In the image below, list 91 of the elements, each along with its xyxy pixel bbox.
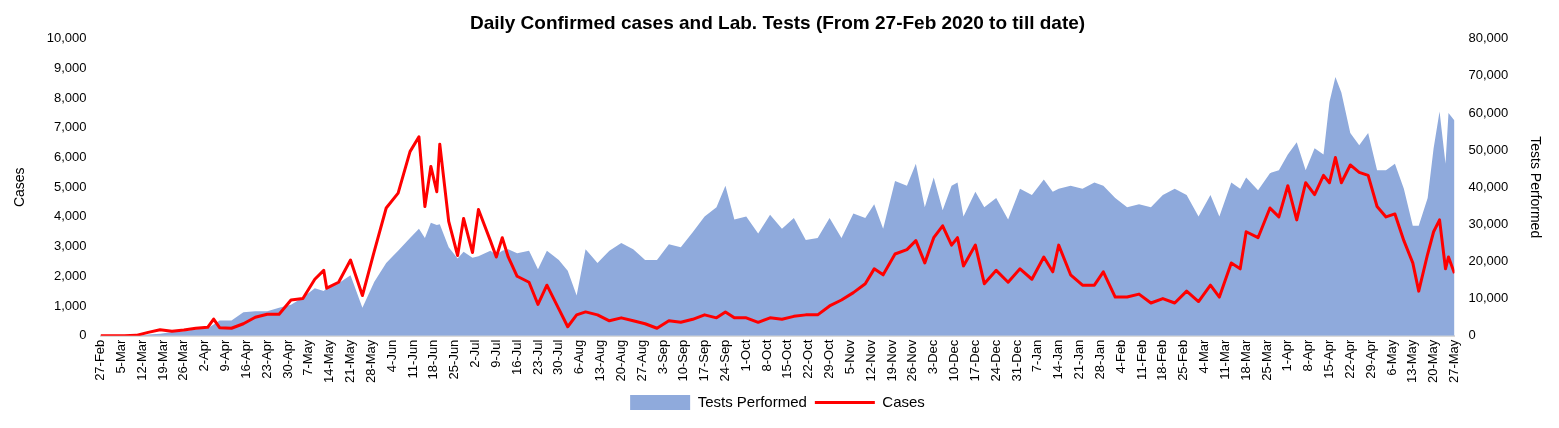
y2-axis-title: Tests Performed: [1527, 136, 1544, 239]
x-tick-label: 24-Dec: [987, 339, 1003, 382]
y2-tick-label: 40,000: [1468, 178, 1509, 194]
x-tick-label: 28-Jan: [1091, 339, 1107, 380]
x-tick-label: 21-Jan: [1071, 339, 1087, 380]
x-tick-label: 2-Apr: [196, 338, 212, 372]
x-tick-label: 9-Jul: [487, 339, 503, 368]
x-tick-label: 27-Aug: [633, 339, 649, 382]
y2-tick-label: 30,000: [1468, 215, 1509, 231]
x-tick-label: 10-Sep: [675, 339, 691, 382]
x-tick-label: 27-Feb: [92, 339, 108, 381]
x-tick-label: 2-Jul: [467, 339, 483, 368]
x-tick-label: 28-May: [362, 339, 378, 384]
x-tick-label: 27-May: [1446, 339, 1462, 384]
y2-tick-label: 20,000: [1468, 253, 1509, 269]
x-tick-label: 1-Apr: [1279, 338, 1295, 372]
y-axis-title: Cases: [11, 167, 28, 208]
y-tick-label: 4,000: [54, 208, 87, 224]
y-tick-label: 5,000: [54, 178, 87, 194]
y2-tick-label: 50,000: [1468, 141, 1509, 157]
y-tick-label: 0: [79, 327, 87, 343]
x-tick-label: 4-Jun: [383, 339, 399, 373]
x-tick-label: 25-Jun: [446, 339, 462, 380]
x-tick-label: 3-Dec: [925, 339, 941, 375]
x-tick-label: 8-Apr: [1300, 338, 1316, 372]
x-tick-label: 29-Apr: [1362, 338, 1378, 379]
y2-tick-label: 80,000: [1468, 30, 1509, 46]
x-tick-label: 19-Nov: [883, 339, 899, 382]
y-tick-label: 10,000: [46, 30, 87, 46]
x-tick-label: 10-Dec: [946, 339, 962, 382]
x-tick-label: 9-Apr: [217, 338, 233, 372]
y2-tick-label: 0: [1468, 327, 1476, 343]
x-tick-label: 25-Feb: [1175, 339, 1191, 381]
x-tick-label: 20-Aug: [612, 339, 628, 382]
x-tick-label: 3-Sep: [654, 339, 670, 375]
x-tick-label: 6-Aug: [571, 339, 587, 375]
x-tick-label: 30-Jul: [550, 339, 566, 376]
y2-tick-label: 70,000: [1468, 67, 1509, 83]
x-tick-label: 31-Dec: [1008, 339, 1024, 382]
x-tick-label: 18-Feb: [1154, 339, 1170, 381]
legend-label: Cases: [882, 392, 925, 410]
y-tick-label: 9,000: [54, 60, 87, 76]
x-tick-label: 25-Mar: [1258, 338, 1274, 381]
x-tick-label: 24-Sep: [717, 339, 733, 382]
x-tick-label: 23-Jul: [529, 339, 545, 376]
x-tick-label: 17-Sep: [696, 339, 712, 382]
x-tick-label: 11-Jun: [404, 339, 420, 379]
x-tick-label: 12-Mar: [133, 338, 149, 381]
y-tick-label: 7,000: [54, 119, 87, 135]
y2-tick-label: 10,000: [1468, 290, 1509, 306]
chart-title: Daily Confirmed cases and Lab. Tests (From 27-Feb 2020 to till date): [469, 11, 1086, 33]
y-tick-label: 3,000: [54, 238, 87, 254]
x-tick-label: 11-Feb: [1133, 339, 1149, 380]
x-tick-label: 5-Nov: [841, 339, 857, 375]
y-tick-label: 2,000: [54, 267, 87, 283]
x-tick-label: 8-Oct: [758, 339, 774, 372]
x-tick-label: 7-Jan: [1029, 339, 1045, 373]
x-tick-label: 18-Jun: [425, 339, 441, 380]
x-tick-label: 13-Aug: [592, 339, 608, 382]
x-tick-label: 13-May: [1404, 339, 1420, 384]
x-tick-label: 26-Nov: [904, 339, 920, 382]
x-tick-label: 7-May: [300, 339, 316, 376]
x-tick-label: 17-Dec: [966, 339, 982, 382]
x-tick-label: 29-Oct: [821, 339, 837, 379]
legend-label: Tests Performed: [697, 392, 807, 410]
x-tick-label: 21-May: [342, 339, 358, 384]
x-tick-label: 18-Mar: [1237, 338, 1253, 381]
x-tick-label: 6-May: [1383, 339, 1399, 376]
x-tick-label: 12-Nov: [862, 339, 878, 382]
x-tick-label: 4-Feb: [1112, 339, 1128, 374]
x-tick-label: 5-Mar: [112, 338, 128, 374]
x-tick-label: 26-Mar: [175, 338, 191, 381]
x-tick-label: 22-Apr: [1341, 338, 1357, 379]
x-tick-label: 22-Oct: [800, 339, 816, 379]
x-tick-label: 16-Apr: [237, 338, 253, 379]
y-tick-label: 1,000: [54, 297, 87, 313]
x-tick-label: 16-Jul: [508, 339, 524, 376]
x-tick-label: 1-Oct: [737, 339, 753, 372]
x-tick-label: 15-Apr: [1321, 338, 1337, 379]
x-tick-label: 20-May: [1425, 339, 1441, 384]
x-tick-label: 15-Oct: [779, 339, 795, 379]
x-tick-label: 14-Jan: [1050, 339, 1066, 380]
y2-tick-label: 60,000: [1468, 104, 1509, 120]
x-tick-label: 14-May: [321, 339, 337, 384]
x-tick-label: 4-Mar: [1196, 338, 1212, 374]
x-tick-label: 30-Apr: [279, 338, 295, 379]
x-tick-label: 19-Mar: [154, 338, 170, 381]
y-tick-label: 6,000: [54, 149, 87, 165]
x-tick-label: 11-Mar: [1216, 338, 1232, 380]
y-tick-label: 8,000: [54, 89, 87, 105]
x-tick-label: 23-Apr: [258, 338, 274, 379]
